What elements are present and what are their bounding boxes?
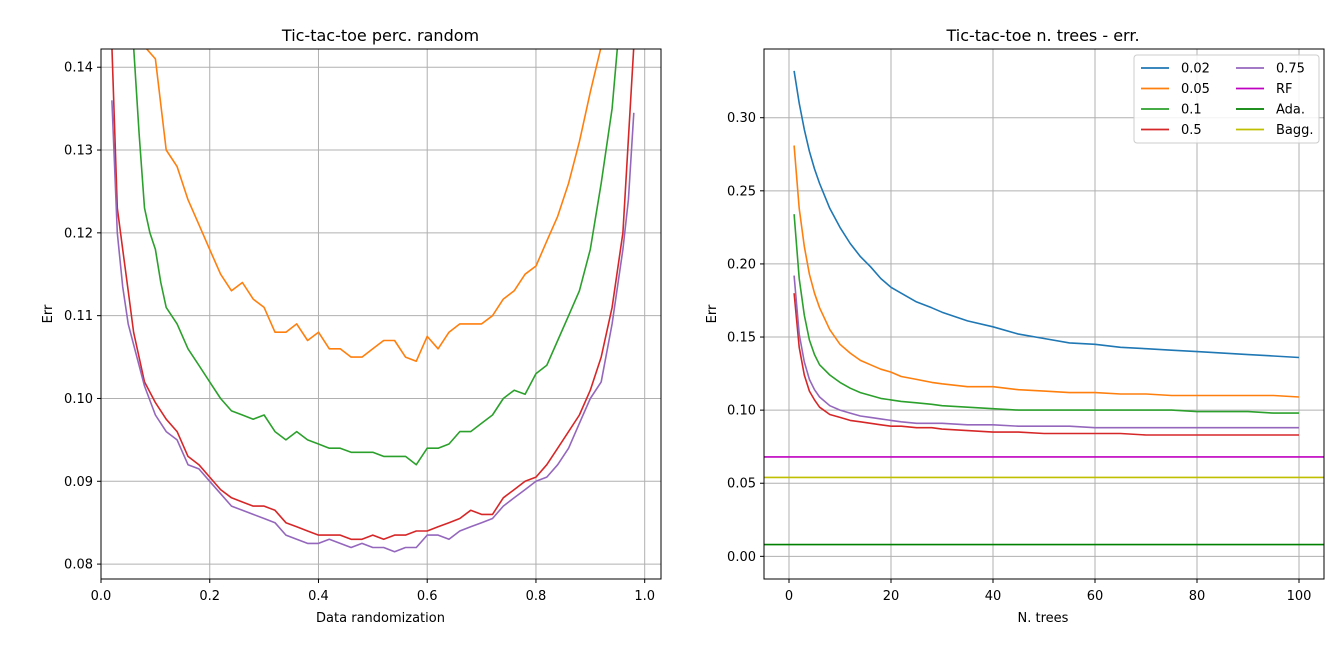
series-line-002 xyxy=(793,70,1300,359)
y-tick-label: 0.10 xyxy=(727,404,756,419)
series-line-075 xyxy=(111,100,635,553)
x-axis-label: N. trees xyxy=(1018,611,1069,626)
y-tick-label: 0.11 xyxy=(64,309,93,324)
y-tick-label: 0.00 xyxy=(727,550,756,565)
x-tick-label: 0.0 xyxy=(91,589,112,604)
x-tick-label: 80 xyxy=(1189,589,1206,604)
x-tick-label: 60 xyxy=(1087,589,1104,604)
chart-perc-random: Tic-tac-toe perc. random Data randomizat… xyxy=(41,26,662,626)
chart-title: Tic-tac-toe perc. random xyxy=(281,26,479,45)
series-line-01 xyxy=(132,49,619,466)
legend-label: Bagg. xyxy=(1276,123,1314,138)
legend-label: RF xyxy=(1276,82,1293,97)
y-tick-label: 0.10 xyxy=(64,392,93,407)
chart-title: Tic-tac-toe n. trees - err. xyxy=(945,26,1139,45)
y-tick-label: 0.13 xyxy=(64,144,93,159)
x-tick-label: 0.6 xyxy=(417,589,438,604)
y-tick-label: 0.08 xyxy=(64,558,93,573)
legend: 0.02 0.05 0.1 0.5 0.75 RF Ada. Bagg. xyxy=(1133,54,1320,144)
y-tick-label: 0.05 xyxy=(727,477,756,492)
y-tick-label: 0.15 xyxy=(727,331,756,346)
series-line-01 xyxy=(793,214,1299,414)
x-tick-label: 100 xyxy=(1287,589,1312,604)
x-tick-label: 0.8 xyxy=(526,589,547,604)
series-line-005 xyxy=(793,145,1300,398)
series-line-05 xyxy=(111,49,635,541)
y-tick-label: 0.30 xyxy=(727,111,756,126)
legend-label: 0.1 xyxy=(1181,103,1202,118)
y-tick-label: 0.12 xyxy=(64,226,93,241)
x-tick-label: 0 xyxy=(785,589,793,604)
series-line-05 xyxy=(793,293,1299,436)
legend-label: 0.75 xyxy=(1276,62,1305,77)
x-tick-label: 0.4 xyxy=(308,589,329,604)
plot-frame xyxy=(763,48,1325,580)
series-line-005 xyxy=(145,49,602,363)
y-axis-label: Err xyxy=(41,304,56,323)
chart-n-trees: Tic-tac-toe n. trees - err. N. trees Err… xyxy=(705,26,1325,626)
y-tick-label: 0.14 xyxy=(64,61,93,76)
y-tick-label: 0.09 xyxy=(64,475,93,490)
y-tick-label: 0.25 xyxy=(727,184,756,199)
y-tick-label: 0.20 xyxy=(727,257,756,272)
legend-label: Ada. xyxy=(1276,103,1305,118)
x-tick-label: 40 xyxy=(985,589,1002,604)
x-tick-label: 20 xyxy=(883,589,900,604)
series-line-075 xyxy=(793,275,1299,429)
legend-label: 0.5 xyxy=(1181,123,1202,138)
legend-box xyxy=(1133,54,1320,144)
legend-label: 0.02 xyxy=(1181,62,1210,77)
legend-label: 0.05 xyxy=(1181,82,1210,97)
plot-frame xyxy=(100,48,662,580)
x-tick-label: 0.2 xyxy=(199,589,220,604)
x-tick-label: 1.0 xyxy=(634,589,655,604)
y-axis-label: Err xyxy=(705,304,720,323)
x-axis-label: Data randomization xyxy=(316,611,445,626)
